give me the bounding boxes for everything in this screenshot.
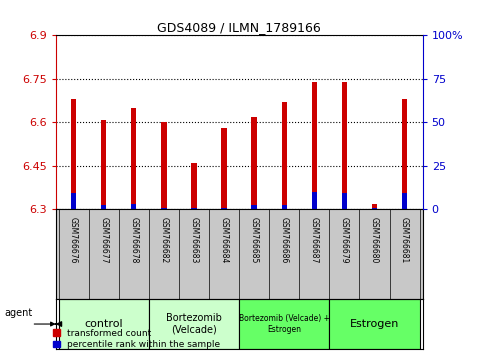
Bar <box>58 299 149 349</box>
Text: Bortezomib (Velcade) +
Estrogen: Bortezomib (Velcade) + Estrogen <box>239 314 330 334</box>
Bar <box>341 194 347 210</box>
Text: control: control <box>85 319 123 329</box>
Bar <box>161 122 167 210</box>
Bar <box>282 205 287 210</box>
Title: GDS4089 / ILMN_1789166: GDS4089 / ILMN_1789166 <box>157 21 321 34</box>
Bar <box>282 102 287 210</box>
Bar <box>71 194 76 210</box>
Text: Bortezomib
(Velcade): Bortezomib (Velcade) <box>166 313 222 335</box>
Text: GSM766687: GSM766687 <box>310 217 319 263</box>
Text: GSM766679: GSM766679 <box>340 217 349 263</box>
Text: GSM766677: GSM766677 <box>99 217 108 263</box>
Bar <box>402 194 407 210</box>
Bar <box>161 208 167 210</box>
Text: Estrogen: Estrogen <box>350 319 399 329</box>
Bar <box>312 82 317 210</box>
Bar <box>149 299 239 349</box>
Text: GSM766682: GSM766682 <box>159 217 169 263</box>
Text: GSM766686: GSM766686 <box>280 217 289 263</box>
Bar <box>329 299 420 349</box>
Text: GSM766684: GSM766684 <box>220 217 228 263</box>
Text: agent: agent <box>5 308 33 318</box>
Bar <box>372 208 377 210</box>
Bar <box>131 204 137 210</box>
Bar <box>402 99 407 210</box>
Text: GSM766685: GSM766685 <box>250 217 258 263</box>
Bar <box>221 128 227 210</box>
Bar <box>239 299 329 349</box>
Legend: transformed count, percentile rank within the sample: transformed count, percentile rank withi… <box>53 329 220 349</box>
Text: GSM766678: GSM766678 <box>129 217 138 263</box>
Bar <box>312 192 317 210</box>
Text: GSM766676: GSM766676 <box>69 217 78 263</box>
Bar <box>221 208 227 210</box>
Bar <box>252 116 257 210</box>
Bar <box>191 163 197 210</box>
Bar <box>101 120 106 210</box>
Bar <box>252 205 257 210</box>
Bar <box>101 205 106 210</box>
Bar <box>191 208 197 210</box>
Text: GSM766683: GSM766683 <box>189 217 199 263</box>
Bar <box>372 204 377 210</box>
Bar <box>131 108 137 210</box>
Text: GSM766681: GSM766681 <box>400 217 409 263</box>
Text: GSM766680: GSM766680 <box>370 217 379 263</box>
Bar <box>71 99 76 210</box>
Bar <box>341 82 347 210</box>
